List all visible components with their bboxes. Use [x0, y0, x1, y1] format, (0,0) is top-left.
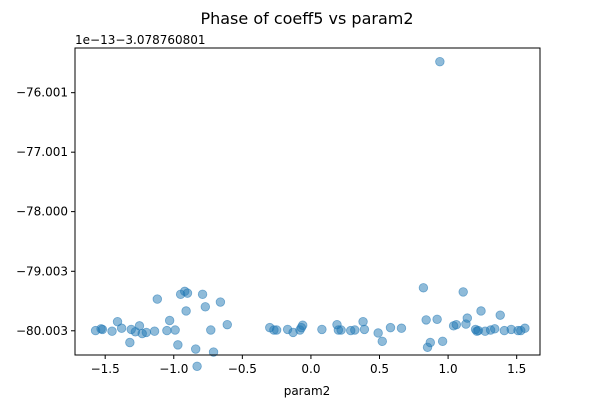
data-point	[438, 337, 447, 346]
data-point	[433, 315, 442, 324]
data-point	[318, 325, 327, 334]
data-point	[422, 316, 431, 325]
x-tick-label: −1.0	[159, 362, 188, 376]
data-point	[191, 345, 200, 354]
data-point	[419, 283, 428, 292]
data-point	[426, 338, 435, 347]
data-point	[165, 316, 174, 325]
data-point	[117, 324, 126, 333]
data-point	[163, 326, 172, 335]
data-point	[126, 338, 135, 347]
x-axis-label: param2	[284, 384, 331, 398]
y-tick-label: −79.003	[16, 264, 68, 278]
data-point	[436, 57, 445, 66]
x-tick-label: −0.5	[228, 362, 257, 376]
data-point	[459, 288, 468, 297]
x-tick-label: 0.0	[301, 362, 320, 376]
y-tick-label: −80.003	[16, 324, 68, 338]
x-tick-label: 1.0	[439, 362, 458, 376]
data-point	[193, 362, 202, 371]
data-point	[386, 323, 395, 332]
data-point	[98, 325, 107, 334]
y-tick-label: −77.001	[16, 145, 68, 159]
data-point	[378, 337, 387, 346]
data-point	[374, 329, 383, 338]
data-point	[337, 326, 346, 335]
data-point	[223, 320, 232, 329]
data-point	[272, 326, 281, 335]
x-tick-label: 1.5	[507, 362, 526, 376]
data-point	[182, 307, 191, 316]
data-point	[198, 290, 207, 299]
x-tick-label: 0.5	[370, 362, 389, 376]
data-point	[206, 326, 215, 335]
x-tick-label: −1.5	[91, 362, 120, 376]
data-point	[201, 303, 210, 312]
data-point	[108, 327, 117, 336]
data-point	[183, 289, 192, 298]
chart-title: Phase of coeff5 vs param2	[200, 9, 413, 28]
data-point	[142, 328, 151, 337]
data-point	[216, 298, 225, 307]
data-point	[153, 295, 162, 304]
data-point	[135, 322, 144, 331]
data-point	[521, 324, 530, 333]
data-point	[477, 307, 486, 316]
data-point	[397, 324, 406, 333]
data-point	[174, 341, 183, 350]
data-point	[359, 317, 368, 326]
data-point	[298, 321, 307, 330]
data-point	[360, 325, 369, 334]
data-point	[463, 314, 472, 323]
y-tick-label: −78.000	[16, 205, 68, 219]
y-tick-label: −76.001	[16, 86, 68, 100]
data-point	[496, 311, 505, 320]
data-point	[452, 320, 461, 329]
data-point	[351, 326, 360, 335]
data-point	[150, 327, 159, 336]
data-point	[490, 325, 499, 334]
data-point	[171, 326, 180, 335]
y-offset-label: 1e−13−3.078760801	[75, 33, 206, 47]
